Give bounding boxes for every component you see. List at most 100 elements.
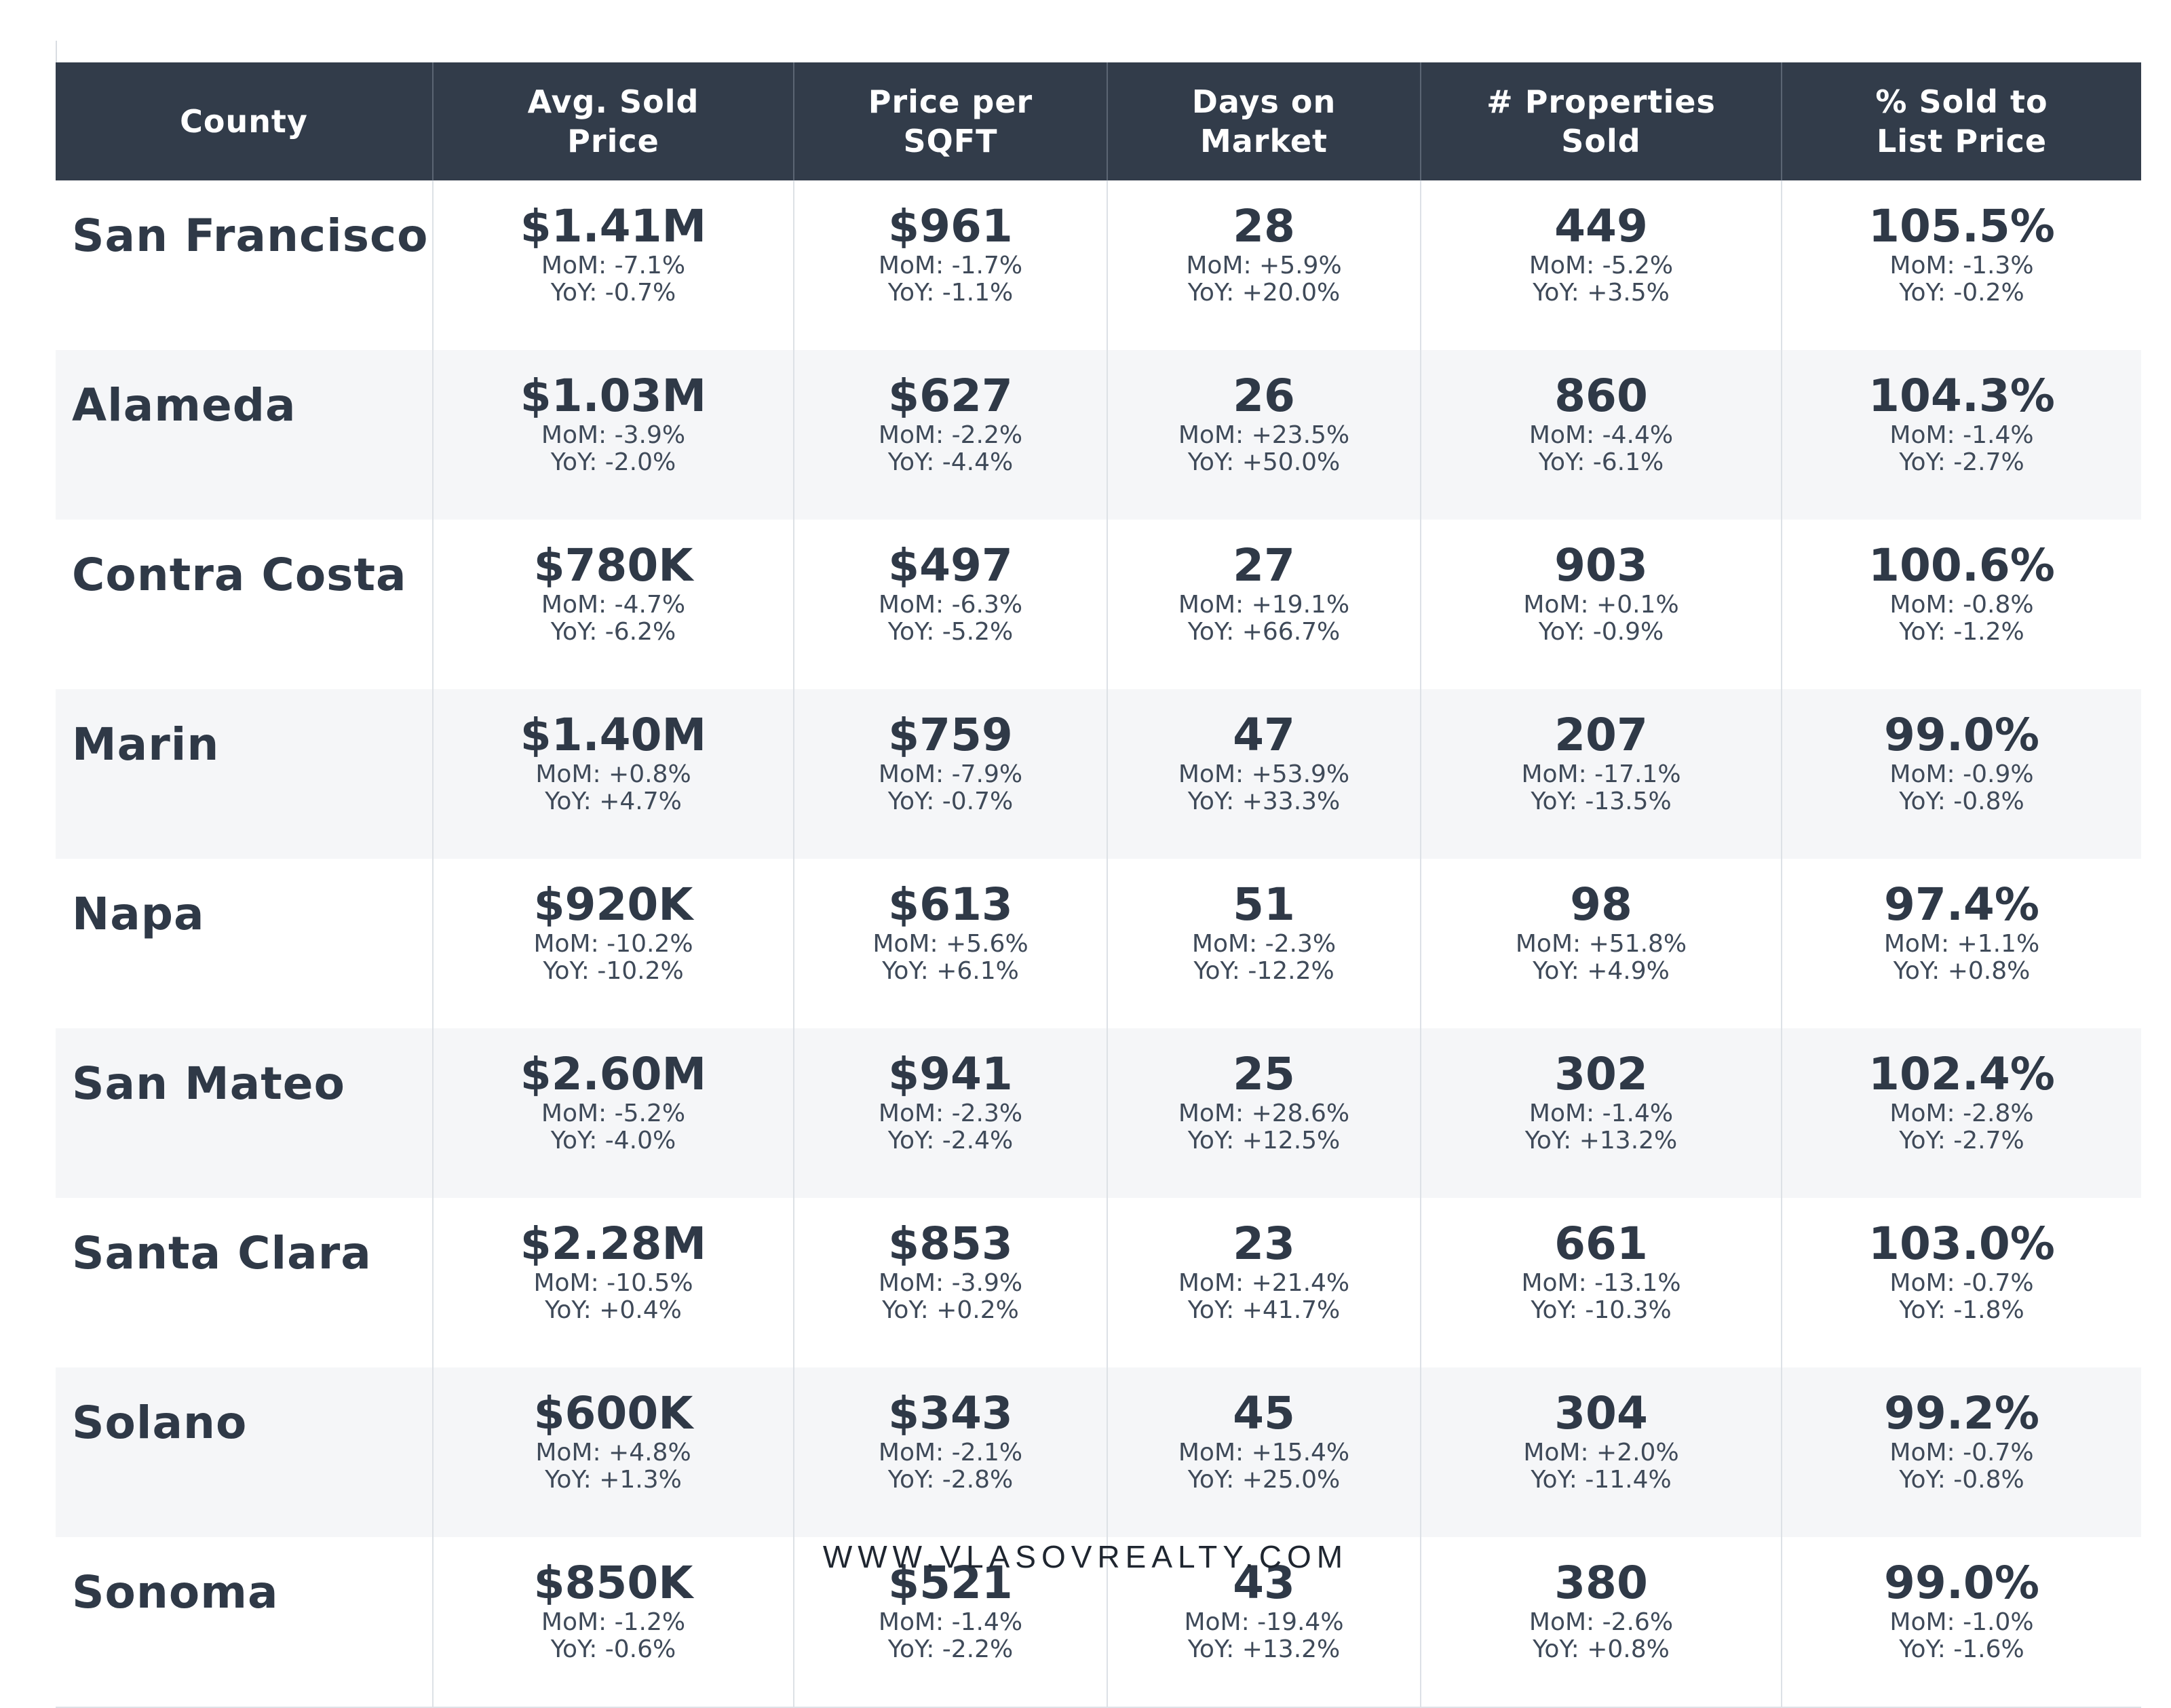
mom-change: MoM: -2.2% <box>878 421 1023 449</box>
yoy-change: YoY: -1.1% <box>887 279 1014 307</box>
metric-value: 28 <box>1233 200 1295 252</box>
days-on-market-cell: 26 MoM: +23.5% YoY: +50.0% <box>1107 350 1421 520</box>
mom-change: MoM: +15.4% <box>1178 1439 1350 1467</box>
header-price-per-sqft-line2: SQFT <box>903 123 998 159</box>
mom-change: MoM: +21.4% <box>1178 1269 1350 1297</box>
mom-change: MoM: +0.8% <box>535 760 691 788</box>
metric-value: $920K <box>533 878 693 931</box>
metric-value: $2.28M <box>520 1218 707 1270</box>
yoy-change: YoY: -0.9% <box>1538 618 1664 646</box>
yoy-change: YoY: -2.7% <box>1899 1127 2024 1154</box>
mom-change: MoM: -1.7% <box>878 252 1023 279</box>
header-price-per-sqft-line1: Price per <box>868 83 1033 120</box>
price-per-sqft-cell: $941 MoM: -2.3% YoY: -2.4% <box>794 1028 1108 1198</box>
yoy-change: YoY: -6.2% <box>550 618 676 646</box>
mom-change: MoM: -7.1% <box>541 252 686 279</box>
yoy-change: YoY: +0.8% <box>1533 1635 1670 1663</box>
metric-value: 207 <box>1554 709 1648 761</box>
metric-value: $600K <box>533 1387 693 1439</box>
yoy-change: YoY: -4.0% <box>550 1127 676 1154</box>
table-body: San Francisco $1.41M MoM: -7.1% YoY: -0.7%… <box>56 180 2141 1708</box>
yoy-change: YoY: +41.7% <box>1187 1296 1341 1324</box>
yoy-change: YoY: -0.2% <box>1899 279 2024 307</box>
metric-value: 27 <box>1233 539 1295 591</box>
properties-sold-cell: 661 MoM: -13.1% YoY: -10.3% <box>1421 1198 1782 1367</box>
yoy-change: YoY: -2.8% <box>887 1466 1014 1494</box>
metric-value: $613 <box>888 878 1013 931</box>
mom-change: MoM: -7.9% <box>878 760 1023 788</box>
mom-change: MoM: +1.1% <box>1883 930 2040 958</box>
mom-change: MoM: -13.1% <box>1521 1269 1681 1297</box>
county-name: Napa <box>56 859 434 1028</box>
mom-change: MoM: +5.9% <box>1186 252 1342 279</box>
mom-change: MoM: -2.3% <box>1191 930 1337 958</box>
county-name: Solano <box>56 1367 434 1537</box>
pct-sold-to-list-cell: 100.6% MoM: -0.8% YoY: -1.2% <box>1782 520 2141 689</box>
table-row: Contra Costa $780K MoM: -4.7% YoY: -6.2% $… <box>56 520 2141 689</box>
avg-sold-price-cell: $2.60M MoM: -5.2% YoY: -4.0% <box>433 1028 794 1198</box>
days-on-market-cell: 23 MoM: +21.4% YoY: +41.7% <box>1107 1198 1421 1367</box>
mom-change: MoM: -5.2% <box>541 1100 686 1127</box>
yoy-change: YoY: -12.2% <box>1193 957 1334 985</box>
properties-sold-cell: 903 MoM: +0.1% YoY: -0.9% <box>1421 520 1782 689</box>
avg-sold-price-cell: $600K MoM: +4.8% YoY: +1.3% <box>433 1367 794 1537</box>
metric-value: $521 <box>888 1557 1013 1609</box>
metric-value: 100.6% <box>1868 539 2055 591</box>
county-name: Santa Clara <box>56 1198 434 1367</box>
mom-change: MoM: -2.3% <box>878 1100 1023 1127</box>
mom-change: MoM: +51.8% <box>1515 930 1687 958</box>
metric-value: 860 <box>1554 370 1648 422</box>
header-properties-sold: # Properties Sold <box>1421 62 1782 180</box>
yoy-change: YoY: +33.3% <box>1187 788 1341 815</box>
pct-sold-to-list-cell: 99.2% MoM: -0.7% YoY: -0.8% <box>1782 1367 2141 1537</box>
pct-sold-to-list-cell: 99.0% MoM: -0.9% YoY: -0.8% <box>1782 689 2141 859</box>
mom-change: MoM: -1.2% <box>541 1608 686 1636</box>
days-on-market-cell: 45 MoM: +15.4% YoY: +25.0% <box>1107 1367 1421 1537</box>
metric-value: 102.4% <box>1868 1048 2055 1100</box>
mom-change: MoM: +19.1% <box>1178 591 1350 619</box>
price-per-sqft-cell: $613 MoM: +5.6% YoY: +6.1% <box>794 859 1108 1028</box>
metric-value: 25 <box>1233 1048 1295 1100</box>
mom-change: MoM: -0.9% <box>1889 760 2034 788</box>
days-on-market-cell: 25 MoM: +28.6% YoY: +12.5% <box>1107 1028 1421 1198</box>
metric-value: 45 <box>1233 1387 1295 1439</box>
metric-value: $759 <box>888 709 1013 761</box>
avg-sold-price-cell: $1.40M MoM: +0.8% YoY: +4.7% <box>433 689 794 859</box>
mom-change: MoM: -2.6% <box>1529 1608 1674 1636</box>
yoy-change: YoY: +25.0% <box>1187 1466 1341 1494</box>
metric-value: 304 <box>1554 1387 1648 1439</box>
county-name: Contra Costa <box>56 520 434 689</box>
yoy-change: YoY: -0.6% <box>550 1635 676 1663</box>
header-row: County Avg. Sold Price Price per SQFT Days… <box>56 62 2141 180</box>
table-header: County Avg. Sold Price Price per SQFT Days… <box>56 62 2141 180</box>
metric-value: $497 <box>888 539 1013 591</box>
metric-value: $1.40M <box>520 709 707 761</box>
price-per-sqft-cell: $961 MoM: -1.7% YoY: -1.1% <box>794 180 1108 350</box>
mom-change: MoM: -10.2% <box>533 930 693 958</box>
metric-value: $1.03M <box>520 370 707 422</box>
avg-sold-price-cell: $1.03M MoM: -3.9% YoY: -2.0% <box>433 350 794 520</box>
metric-value: 26 <box>1233 370 1295 422</box>
header-county-label: County <box>180 103 308 140</box>
properties-sold-cell: 304 MoM: +2.0% YoY: -11.4% <box>1421 1367 1782 1537</box>
yoy-change: YoY: -10.2% <box>543 957 684 985</box>
price-per-sqft-cell: $343 MoM: -2.1% YoY: -2.8% <box>794 1367 1108 1537</box>
header-avg-sold-price-line2: Price <box>567 123 659 159</box>
yoy-change: YoY: -2.2% <box>887 1635 1014 1663</box>
yoy-change: YoY: +4.9% <box>1533 957 1670 985</box>
metric-value: 99.2% <box>1884 1387 2039 1439</box>
pct-sold-to-list-cell: 103.0% MoM: -0.7% YoY: -1.8% <box>1782 1198 2141 1367</box>
mom-change: MoM: -3.9% <box>541 421 686 449</box>
metric-value: 449 <box>1554 200 1648 252</box>
yoy-change: YoY: -2.0% <box>550 448 676 476</box>
metric-value: $2.60M <box>520 1048 707 1100</box>
metric-value: $961 <box>888 200 1013 252</box>
yoy-change: YoY: -1.8% <box>1899 1296 2024 1324</box>
mom-change: MoM: -1.0% <box>1889 1608 2034 1636</box>
days-on-market-cell: 51 MoM: -2.3% YoY: -12.2% <box>1107 859 1421 1028</box>
header-pct-sold-to-list: % Sold to List Price <box>1782 62 2141 180</box>
days-on-market-cell: 47 MoM: +53.9% YoY: +33.3% <box>1107 689 1421 859</box>
yoy-change: YoY: +4.7% <box>545 788 682 815</box>
header-pct-sold-to-list-line2: List Price <box>1876 123 2048 159</box>
header-days-on-market-line2: Market <box>1199 123 1328 159</box>
